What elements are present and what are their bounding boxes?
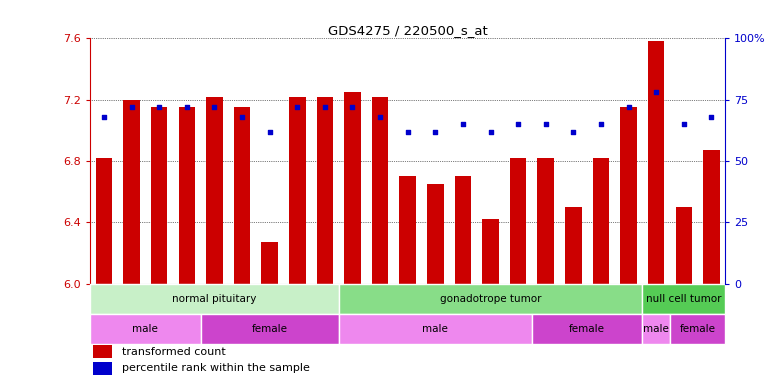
Title: GDS4275 / 220500_s_at: GDS4275 / 220500_s_at: [328, 24, 488, 37]
Text: normal pituitary: normal pituitary: [172, 294, 256, 304]
Bar: [482, 219, 499, 284]
Bar: [339, 284, 642, 314]
Bar: [96, 158, 112, 284]
Text: female: female: [569, 324, 605, 334]
Text: null cell tumor: null cell tumor: [646, 294, 721, 304]
Bar: [206, 97, 223, 284]
Point: [291, 104, 303, 110]
Bar: [642, 314, 670, 344]
Point: [650, 89, 662, 96]
Bar: [565, 207, 582, 284]
Bar: [620, 108, 637, 284]
Bar: [201, 314, 339, 344]
Point: [125, 104, 138, 110]
Text: male: male: [643, 324, 669, 334]
Point: [429, 129, 441, 135]
Point: [263, 129, 276, 135]
Bar: [234, 108, 250, 284]
Point: [595, 121, 608, 127]
Point: [208, 104, 220, 110]
Bar: [90, 314, 201, 344]
Point: [485, 129, 497, 135]
Text: female: female: [680, 324, 716, 334]
Point: [705, 114, 717, 120]
Bar: [339, 314, 532, 344]
Bar: [317, 97, 333, 284]
Bar: [642, 284, 725, 314]
Point: [567, 129, 579, 135]
Point: [374, 114, 387, 120]
Bar: [538, 158, 554, 284]
Text: female: female: [252, 324, 288, 334]
Text: transformed count: transformed count: [122, 347, 226, 357]
Point: [347, 104, 359, 110]
Bar: [593, 158, 609, 284]
Point: [401, 129, 414, 135]
Bar: [93, 362, 112, 375]
Bar: [90, 284, 339, 314]
Text: percentile rank within the sample: percentile rank within the sample: [122, 363, 310, 373]
Text: gonadotrope tumor: gonadotrope tumor: [440, 294, 541, 304]
Bar: [261, 242, 278, 284]
Bar: [151, 108, 168, 284]
Point: [539, 121, 552, 127]
Point: [180, 104, 193, 110]
Bar: [648, 41, 665, 284]
Point: [236, 114, 249, 120]
Bar: [123, 100, 140, 284]
Bar: [455, 176, 471, 284]
Bar: [703, 150, 720, 284]
Bar: [289, 97, 306, 284]
Bar: [532, 314, 642, 344]
Bar: [399, 176, 416, 284]
Point: [153, 104, 165, 110]
Bar: [670, 314, 725, 344]
Point: [677, 121, 690, 127]
Point: [622, 104, 635, 110]
Text: male: male: [423, 324, 448, 334]
Bar: [676, 207, 692, 284]
Point: [98, 114, 111, 120]
Point: [456, 121, 469, 127]
Point: [512, 121, 524, 127]
Bar: [427, 184, 444, 284]
Bar: [510, 158, 526, 284]
Bar: [344, 92, 361, 284]
Bar: [372, 97, 388, 284]
Text: male: male: [132, 324, 158, 334]
Point: [318, 104, 331, 110]
Bar: [93, 345, 112, 358]
Bar: [179, 108, 195, 284]
